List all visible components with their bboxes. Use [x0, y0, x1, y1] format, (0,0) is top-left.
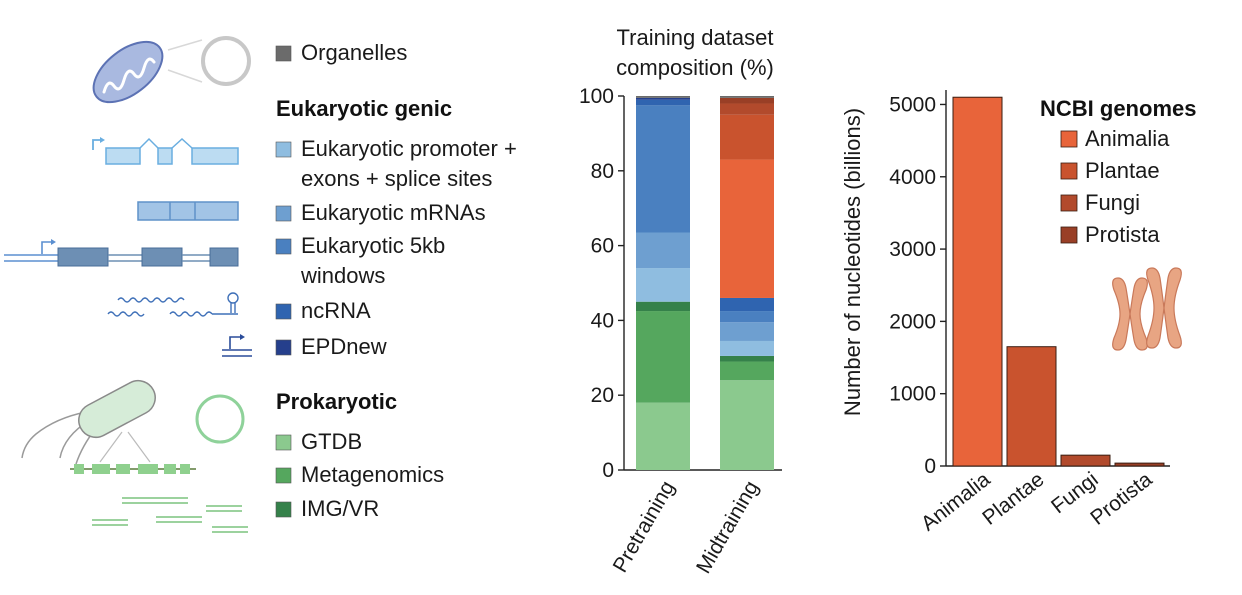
ncbi-ytick-label: 3000 [889, 238, 936, 261]
illustration-panel [4, 36, 252, 533]
ncbi-legend-label-plantae: Plantae [1085, 158, 1160, 183]
img-vr-swatch [275, 501, 292, 518]
organelles-label: Organelles [301, 40, 407, 65]
ncbi-legend-swatch-animalia [1060, 130, 1078, 148]
ncbi-bar-plantae [1006, 346, 1057, 467]
bar-segment-midtraining-img-vr [720, 355, 774, 362]
category-legend: Organelles Eukaryotic genic Eukaryotic pro… [275, 40, 517, 521]
bar-segment-midtraining-eukaryotic-promoter-exons-splice-sites [720, 340, 774, 356]
bar-segment-pretraining-gtdb [636, 402, 690, 470]
composition-ytick-label: 80 [591, 160, 614, 183]
ncbi-bar-animalia [952, 96, 1003, 467]
composition-ytick-label: 100 [579, 85, 614, 108]
bar-segment-pretraining-eukaryotic-5kb-windows [636, 105, 690, 233]
bar-segment-midtraining-gtdb [720, 380, 774, 470]
composition-ytick-label: 40 [591, 309, 614, 332]
organelles-swatch [275, 45, 292, 62]
ncbi-ytick-label: 0 [924, 455, 936, 478]
composition-ytick-label: 0 [602, 459, 614, 482]
gene-exons-icon [92, 137, 239, 165]
bar-segment-pretraining-metagenomics [636, 311, 690, 403]
eukaryotic-5kb-swatch [275, 238, 292, 255]
bar-segment-pretraining-epdnew [636, 97, 690, 100]
ncbi-legend-label-animalia: Animalia [1085, 126, 1170, 151]
bar-segment-midtraining-organelles [720, 96, 774, 98]
ncbi-legend-label-protista: Protista [1085, 222, 1160, 247]
eukaryotic-mrnas-swatch [275, 205, 292, 222]
ncbi-ytick-label: 2000 [889, 310, 936, 333]
ncbi-ytick-label: 1000 [889, 383, 936, 406]
ncbi-legend-swatch-protista [1060, 226, 1078, 244]
bar-segment-pretraining-eukaryotic-mrnas [636, 232, 690, 269]
bar-segment-pretraining-eukaryotic-promoter-exons-splice-sites [636, 268, 690, 302]
plasmid-icon [195, 394, 245, 444]
ncbi-legend-swatch-plantae [1060, 162, 1078, 180]
bar-segment-pretraining-img-vr [636, 301, 690, 312]
organelle-genome-icon [201, 36, 251, 86]
ncbi-bar-protista [1114, 462, 1165, 467]
eukaryotic-5kb-label: Eukaryotic 5kb [301, 233, 445, 258]
ncbi-legend-label-fungi: Fungi [1085, 190, 1140, 215]
prokaryotic-heading: Prokaryotic [276, 389, 397, 414]
mrna-icon [137, 201, 239, 221]
metagenomics-label: Metagenomics [301, 462, 444, 487]
ncbi-bar-fungi [1060, 454, 1111, 467]
bar-segment-midtraining-metagenomics [720, 361, 774, 381]
metagenomic-reads-icon [92, 497, 248, 533]
metagenomics-swatch [275, 467, 292, 484]
img-vr-label: IMG/VR [301, 496, 379, 521]
bar-segment-midtraining-eukaryotic-mrnas [720, 322, 774, 341]
bar-segment-pretraining-ncrna [636, 99, 690, 106]
prokaryotic-genome-track [70, 464, 196, 474]
bar-segment-midtraining-animalia [720, 159, 774, 298]
bar-segment-midtraining-ncrna [720, 297, 774, 312]
eukaryotic-promoter-label: Eukaryotic promoter + [301, 136, 517, 161]
genomic-window-icon [4, 239, 239, 267]
eukaryotic-5kb-line2-label: windows [300, 263, 385, 288]
bar-segment-midtraining-protista [720, 97, 774, 104]
ncbi-legend-swatch-fungi [1060, 194, 1078, 212]
epdnew-swatch [275, 339, 292, 356]
ncrna-swatch [275, 303, 292, 320]
mitochondrion-icon [92, 40, 164, 104]
composition-title-line2: composition (%) [616, 55, 774, 80]
bar-segment-midtraining-eukaryotic-5kb-windows [720, 311, 774, 323]
composition-ytick-label: 20 [591, 384, 614, 407]
promoter-arrow-icon [222, 334, 252, 357]
epdnew-label: EPDnew [301, 334, 387, 359]
ncbi-legend-title: NCBI genomes [1040, 96, 1196, 121]
eukaryotic-mrnas-label: Eukaryotic mRNAs [301, 200, 486, 225]
eukaryotic-heading: Eukaryotic genic [276, 96, 452, 121]
bar-segment-midtraining-fungi [720, 103, 774, 115]
ncbi-genomes-chart: Number of nucleotides (billions) 0 1000 200… [840, 90, 1196, 536]
composition-category-midtraining: Midtraining [692, 477, 763, 577]
eukaryotic-promoter-swatch [275, 141, 292, 158]
ncrna-icon [107, 292, 239, 317]
ncrna-label: ncRNA [301, 298, 371, 323]
composition-ytick-label: 60 [591, 235, 614, 258]
bar-segment-midtraining-plantae [720, 114, 774, 160]
bar-segment-pretraining-organelles [636, 96, 690, 98]
ncbi-ytick-label: 5000 [889, 93, 936, 116]
ncbi-ytick-label: 4000 [889, 166, 936, 189]
composition-category-pretraining: Pretraining [609, 477, 680, 576]
ncbi-category-plantae: Plantae [978, 468, 1048, 530]
composition-title-line1: Training dataset [617, 25, 774, 50]
gtdb-label: GTDB [301, 429, 362, 454]
composition-chart: Training dataset composition (%) 0 20 40 60 80… [579, 25, 782, 577]
chromosome-icon [1112, 267, 1182, 351]
gtdb-swatch [275, 434, 292, 451]
eukaryotic-promoter-line2-label: exons + splice sites [301, 166, 492, 191]
ncbi-y-axis-label: Number of nucleotides (billions) [840, 108, 865, 416]
ncbi-category-protista: Protista [1086, 468, 1157, 530]
bacterium-icon [21, 379, 156, 465]
